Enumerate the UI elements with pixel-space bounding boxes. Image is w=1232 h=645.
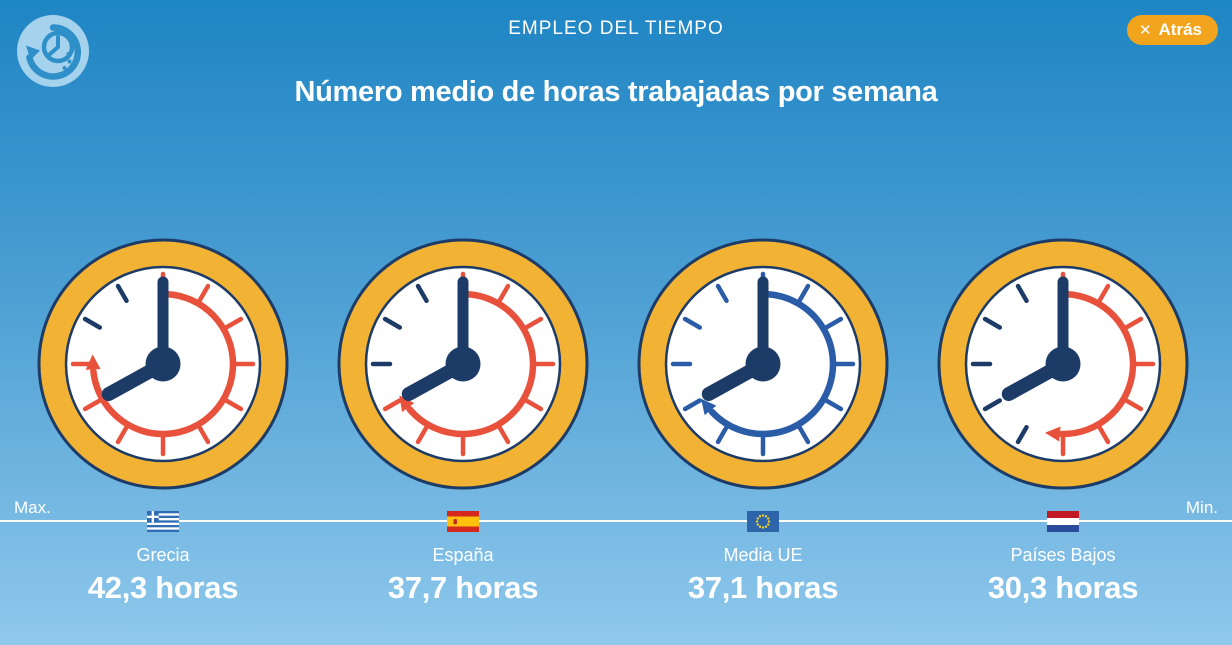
time-use-clock-icon (16, 14, 90, 88)
flag-spain-icon (447, 511, 479, 532)
country-column-paises-bajos: Países Bajos 30,3 horas (913, 236, 1213, 636)
clock-gauge (935, 236, 1191, 492)
clock-gauge (635, 236, 891, 492)
scale-min-label: Min. (1185, 498, 1218, 517)
country-label: Grecia (136, 545, 190, 565)
flag-eu-icon (747, 511, 779, 532)
hours-value: 37,1 horas (687, 570, 839, 605)
hours-value: 42,3 horas (87, 570, 239, 605)
page-title: Número medio de horas trabajadas por sem… (294, 76, 938, 108)
country-column-grecia: Grecia 42,3 horas (13, 236, 313, 636)
country-column-media-ue: Media UE 37,1 horas (613, 236, 913, 636)
country-column-espana: España 37,7 horas (313, 236, 613, 636)
hours-value: 37,7 horas (387, 570, 539, 605)
country-label: Países Bajos (1010, 545, 1116, 565)
scale-max-label: Max. (14, 498, 51, 517)
country-label: Media UE (723, 545, 803, 565)
back-button-label: Atrás (1158, 20, 1202, 39)
country-label: España (432, 545, 494, 565)
back-button[interactable]: ✕ Atrás (1126, 15, 1218, 45)
section-title: EMPLEO DEL TIEMPO (508, 18, 724, 39)
clock-gauge (35, 236, 291, 492)
clock-gauge (335, 236, 591, 492)
hours-value: 30,3 horas (987, 570, 1139, 605)
close-icon: ✕ (1138, 21, 1152, 39)
scale-line (0, 520, 1232, 522)
flag-greece-icon (147, 511, 179, 533)
flag-netherlands-icon (1047, 511, 1079, 532)
